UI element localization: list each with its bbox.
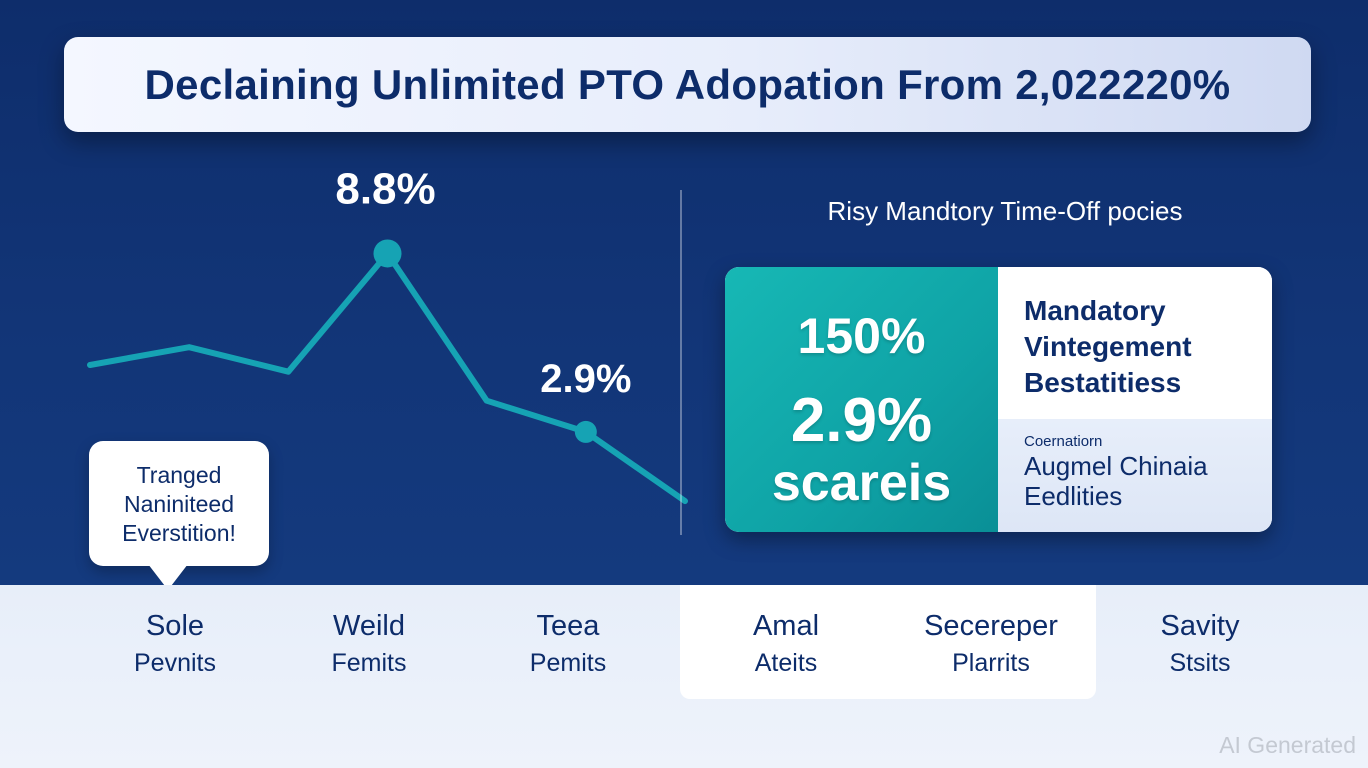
category-highlight [680, 585, 1096, 699]
data-point-marker [373, 239, 402, 268]
category-name: Amal [752, 610, 820, 642]
policy-upper-line-1: Mandatory [1024, 295, 1166, 326]
line-chart: 8.8% 2.9% [87, 164, 688, 505]
callout-line-3: Everstition! [122, 520, 236, 546]
section-heading: Risy Mandtory Time-Off pocies [827, 196, 1183, 226]
callout-bubble: Tranged Naniniteed Everstition! [89, 441, 269, 566]
category-sub: Pevnits [134, 649, 216, 677]
category-name: Secereper [924, 610, 1058, 642]
teal-stat-mid: 2.9% [790, 386, 933, 455]
policy-upper-panel: Mandatory Vintegement Bestatitiess [998, 267, 1272, 419]
data-point-label: 2.9% [540, 357, 631, 401]
category-sub: Ateits [754, 649, 818, 677]
category-item: Sole Pevnits [75, 608, 275, 682]
callout-line-2: Naniniteed [124, 491, 234, 517]
callout-line-1: Tranged [136, 462, 222, 488]
category-item: Amal Ateits [686, 608, 886, 682]
category-name: Savity [1160, 610, 1240, 642]
category-sub: Stsits [1169, 649, 1231, 677]
policy-lower-panel: Coernatiorn Augmel Chinaia Eedlities [998, 419, 1272, 532]
ai-generated-watermark: AI Generated [1219, 732, 1356, 758]
category-name: Teea [536, 610, 600, 642]
teal-stats-panel: 150% 2.9% scareis [725, 267, 998, 532]
policy-lower-line-1: Augmel Chinaia [1024, 451, 1208, 481]
teal-stat-top: 150% [797, 308, 926, 364]
policy-lower-caption: Coernatiorn [1024, 433, 1103, 450]
category-item: Teea Pemits [468, 608, 668, 682]
category-name: Weild [333, 610, 405, 642]
policy-lower-line-2: Eedlities [1024, 481, 1123, 511]
policy-upper-line-2: Vintegement [1024, 331, 1192, 362]
policy-upper-line-3: Bestatitiess [1024, 367, 1182, 398]
policy-card: 150% 2.9% scareis Mandatory Vintegement … [725, 267, 1272, 532]
teal-stat-bottom: scareis [771, 454, 952, 512]
category-sub: Plarrits [952, 649, 1030, 677]
category-sub: Pemits [529, 649, 607, 677]
title-card: Declaining Unlimited PTO Adopation From … [64, 37, 1311, 132]
category-sub: Femits [331, 649, 407, 677]
vertical-divider [680, 190, 682, 535]
data-point-label: 8.8% [335, 164, 435, 213]
category-item: Weild Femits [269, 608, 469, 682]
category-name: Sole [145, 610, 205, 642]
page-title: Declaining Unlimited PTO Adopation From … [144, 60, 1231, 108]
data-point-marker [574, 420, 597, 443]
category-item: Savity Stsits [1100, 608, 1300, 682]
category-item: Secereper Plarrits [891, 608, 1091, 682]
